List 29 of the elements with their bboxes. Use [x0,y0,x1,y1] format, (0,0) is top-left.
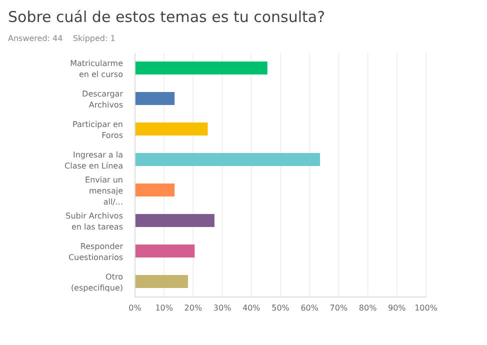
y-tick-label: Enviar un mensaje all/... [85,174,124,206]
y-tick-label: Responder Cuestionarios [68,241,124,262]
y-tick-label: Ingresar a la Clase en Línea [64,150,124,170]
y-tick-label: Subir Archivos en las tareas [66,210,123,231]
bar [135,244,195,258]
y-tick-label: Descargar Archivos [82,88,124,109]
bar [135,184,175,197]
bar [135,153,320,166]
x-tick-label: 80% [358,304,378,313]
text: Answered: 44 Skipped: 1 [8,34,116,43]
x-tick-label: 10% [155,304,174,313]
bar [135,214,214,228]
bar [135,122,208,136]
y-tick-label: Matricularme en el curso [70,58,124,78]
x-tick-label: 50% [272,304,290,313]
x-tick-label: 60% [300,304,319,313]
x-tick-label: 20% [184,304,202,313]
x-tick-label: 40% [242,304,261,313]
bar [135,275,188,288]
y-tick-label: Otro (especifique) [70,272,124,292]
chart-title: Sobre cuál de estos temas es tu consulta? [8,8,326,26]
x-tick-label: 70% [330,304,348,313]
x-tick-label: 90% [388,304,406,313]
x-tick-label: 30% [213,304,232,313]
y-tick-label: Participar en Foros [72,119,123,140]
bar [135,62,268,75]
x-tick-label: 0% [128,304,142,313]
x-tick-label: 100% [414,304,438,313]
bar [135,92,175,106]
